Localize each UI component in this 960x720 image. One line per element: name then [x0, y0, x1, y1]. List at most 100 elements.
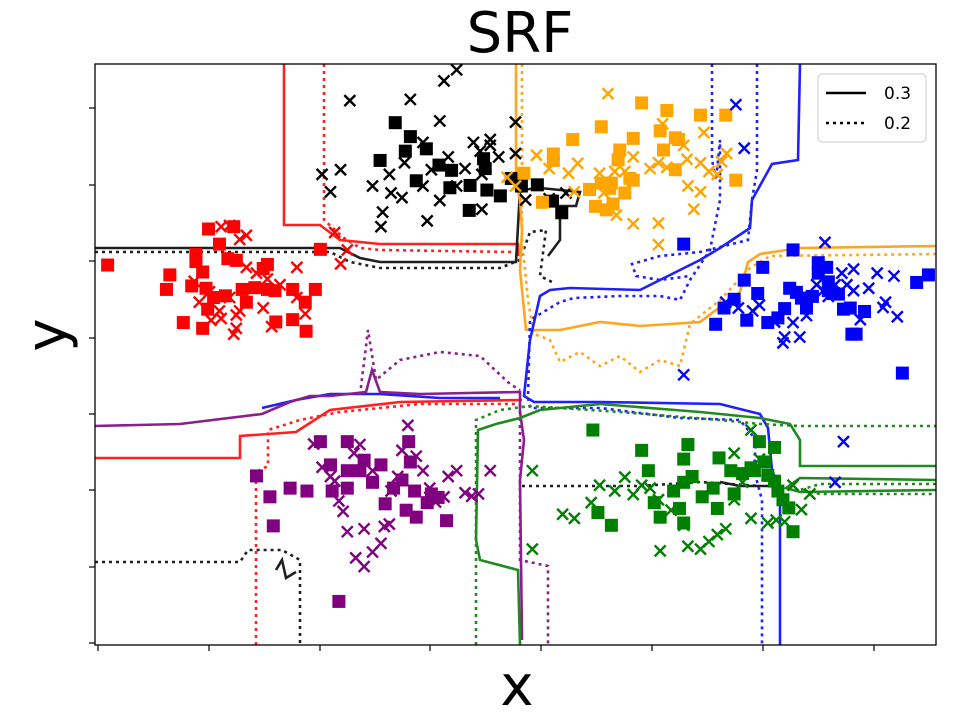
- cross-point-s4-25: [483, 464, 497, 478]
- boundary-blue-dotted-top: [630, 64, 759, 282]
- cross-point-s0-26: [315, 168, 329, 181]
- legend-box: [817, 73, 927, 143]
- cross-point-s4-5: [340, 525, 354, 539]
- square-point-s0-3: [398, 144, 412, 158]
- axis-ticks: [89, 107, 875, 651]
- cross-point-s4-7: [357, 560, 371, 573]
- square-point-s1-28: [613, 143, 627, 157]
- data-points: [101, 63, 935, 608]
- square-point-s3-5: [751, 286, 765, 300]
- cross-point-s1-6: [597, 186, 611, 200]
- cross-point-s1-17: [677, 138, 691, 152]
- cross-point-s0-0: [343, 94, 357, 107]
- cross-point-s0-22: [420, 214, 434, 228]
- cross-point-s4-22: [458, 486, 472, 500]
- cross-point-s1-30: [568, 185, 581, 199]
- square-point-s3-27: [910, 275, 924, 289]
- square-point-s2-6: [196, 265, 210, 279]
- legend: 0.3 0.2: [817, 73, 927, 143]
- cross-point-s1-18: [656, 117, 670, 131]
- chart-title: SRF: [467, 1, 574, 66]
- boundary-green-solid-right: [783, 476, 937, 494]
- cross-point-s2-22: [340, 243, 354, 257]
- cross-point-s4-26: [347, 446, 361, 460]
- square-point-s4-4: [300, 484, 314, 498]
- cross-point-s3-28: [847, 262, 860, 276]
- cross-point-s1-13: [680, 152, 694, 166]
- cross-point-s1-15: [702, 165, 716, 178]
- square-point-s3-19: [843, 301, 857, 315]
- square-point-s0-4: [419, 142, 433, 156]
- cross-point-s1-24: [694, 185, 707, 199]
- x-axis-label: x: [500, 654, 533, 719]
- cross-point-s1-12: [660, 161, 674, 174]
- square-point-s4-7: [325, 484, 339, 498]
- square-point-s3-2: [727, 292, 741, 306]
- cross-point-s2-14: [192, 295, 206, 309]
- square-point-s0-1: [403, 130, 417, 144]
- cross-point-s5-17: [710, 528, 724, 541]
- square-point-s4-10: [357, 453, 371, 467]
- square-point-s2-24: [299, 324, 313, 338]
- square-point-s1-6: [657, 143, 671, 157]
- square-point-s4-11: [366, 475, 380, 489]
- square-point-s5-0: [586, 423, 600, 437]
- cross-point-s3-30: [828, 475, 842, 489]
- cross-point-s4-18: [429, 495, 442, 509]
- square-point-s4-24: [378, 497, 392, 511]
- cross-point-s4-28: [383, 517, 396, 531]
- cross-point-s3-15: [822, 290, 835, 303]
- boundary-green-dotted: [474, 404, 936, 645]
- square-point-s1-20: [618, 186, 632, 200]
- cross-point-s4-12: [391, 470, 405, 483]
- cross-point-s2-19: [298, 307, 312, 321]
- cross-point-s4-19: [437, 490, 451, 504]
- square-point-s1-26: [729, 173, 743, 187]
- square-point-s0-9: [478, 162, 492, 176]
- cross-point-s2-2: [233, 233, 247, 246]
- cross-point-s3-0: [729, 98, 743, 112]
- square-point-s3-30: [740, 313, 754, 327]
- cross-point-s5-30: [744, 423, 758, 437]
- cross-point-s5-0: [525, 464, 539, 478]
- cross-point-s3-26: [890, 310, 904, 324]
- square-point-s5-5: [667, 484, 681, 498]
- square-point-s3-26: [895, 366, 909, 380]
- square-point-s1-22: [599, 203, 613, 217]
- cross-point-s0-30: [519, 193, 532, 207]
- square-point-s5-16: [752, 435, 766, 449]
- square-point-s4-0: [249, 469, 263, 483]
- square-point-s5-9: [695, 490, 709, 504]
- cross-point-s4-20: [441, 470, 455, 483]
- cross-point-s1-26: [626, 217, 640, 231]
- cross-point-s5-20: [736, 475, 749, 489]
- boundary-black-dotted: [95, 228, 553, 284]
- boundary-purple-solid: [94, 365, 526, 641]
- cross-point-s0-29: [475, 202, 489, 216]
- cross-point-s0-1: [404, 93, 417, 106]
- square-point-s4-27: [353, 464, 367, 478]
- square-point-s5-23: [786, 525, 800, 539]
- boundary-purple-dotted-top: [358, 329, 521, 396]
- square-point-s5-8: [685, 470, 699, 484]
- cross-point-s3-27: [818, 236, 832, 249]
- boundary-purple-dotted: [518, 404, 550, 645]
- cross-point-s3-4: [732, 301, 745, 315]
- legend-label-1: 0.2: [884, 114, 911, 134]
- square-point-s1-18: [535, 195, 549, 209]
- cross-point-s4-15: [409, 449, 423, 463]
- cross-point-s0-14: [473, 144, 487, 158]
- square-point-s1-17: [588, 199, 602, 213]
- square-point-s0-7: [445, 163, 459, 177]
- cross-point-s5-1: [525, 542, 539, 556]
- cross-point-s1-10: [643, 162, 657, 175]
- square-point-s1-10: [694, 108, 708, 122]
- cross-point-s3-22: [870, 266, 884, 280]
- cross-point-s1-2: [542, 162, 556, 175]
- square-point-s0-16: [530, 178, 544, 192]
- cross-point-s5-23: [753, 452, 766, 466]
- cross-point-s4-27: [353, 438, 367, 451]
- boundary-green-solid: [474, 402, 936, 646]
- cross-point-s5-27: [786, 478, 800, 492]
- cross-point-s0-11: [441, 150, 455, 164]
